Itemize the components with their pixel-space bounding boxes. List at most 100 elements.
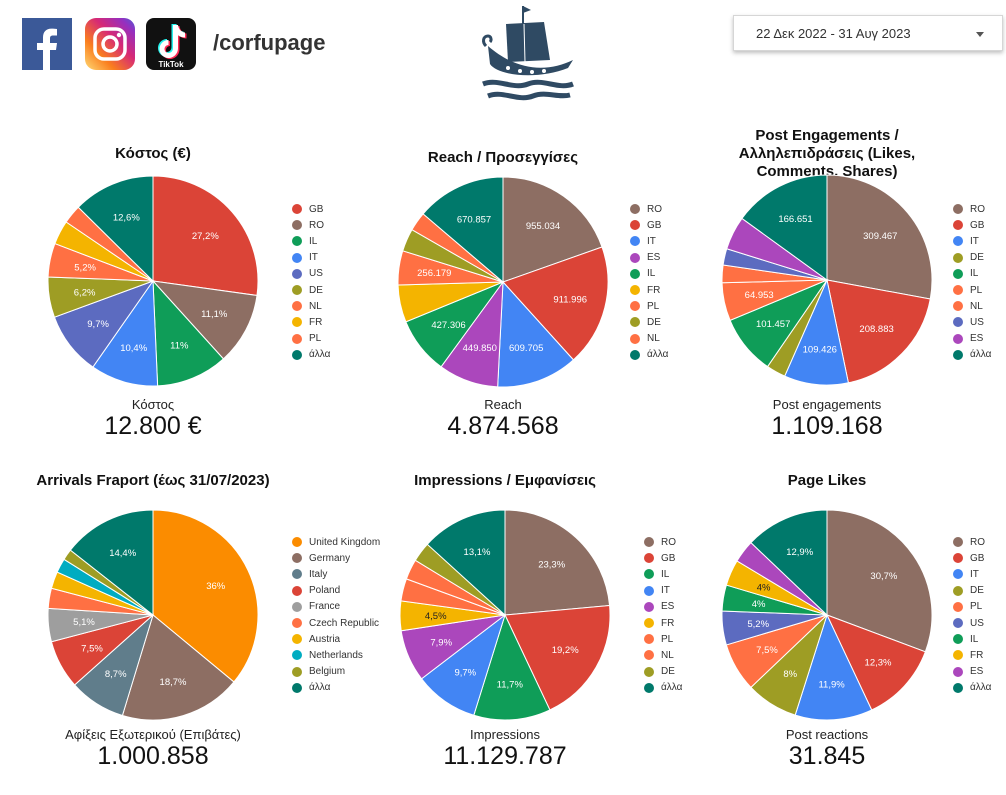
pie-chart[interactable]: 27,2% 11,1% 11% 10,4% 9,7% 6,2% 5,2% 12,6% — [0, 125, 330, 460]
page-handle[interactable]: /corfupage — [213, 30, 326, 55]
instagram-icon[interactable] — [85, 18, 135, 70]
pie-slice-gb[interactable] — [152, 175, 259, 297]
pie-slice-άλλα[interactable] — [426, 509, 506, 617]
legend-item[interactable]: Poland — [292, 583, 380, 599]
legend-item[interactable]: NL — [953, 298, 991, 314]
legend-item[interactable]: GB — [953, 217, 991, 233]
pie-chart[interactable]: 36% 18,7% 8,7% 7,5% 5,1% 14,4% — [28, 460, 358, 795]
legend-item[interactable]: ES — [630, 250, 668, 266]
pie-slice-gb[interactable] — [504, 604, 611, 711]
legend-item[interactable]: Czech Republic — [292, 615, 380, 631]
legend-item[interactable]: RO — [630, 201, 668, 217]
legend-label: PL — [647, 300, 660, 312]
legend-item[interactable]: DE — [953, 250, 991, 266]
legend-item[interactable]: RO — [953, 201, 991, 217]
legend-item[interactable]: IL — [630, 266, 668, 282]
legend-item[interactable]: PL — [292, 331, 330, 347]
legend-item[interactable]: NL — [292, 298, 330, 314]
legend-item[interactable]: RO — [644, 534, 682, 550]
legend-item[interactable]: άλλα — [630, 347, 668, 363]
legend-item[interactable]: GB — [292, 201, 330, 217]
pie-slice-it[interactable] — [92, 279, 159, 387]
legend-item[interactable]: DE — [953, 583, 991, 599]
pie-slice-gb[interactable] — [826, 279, 931, 384]
pie-chart[interactable]: 309.467 208.883 109.426 101.457 64.953 166.65… — [700, 125, 1006, 460]
legend-item[interactable]: Germany — [292, 550, 380, 566]
legend-item[interactable]: IT — [292, 250, 330, 266]
legend-item[interactable]: PL — [644, 631, 682, 647]
legend-item[interactable]: GB — [630, 217, 668, 233]
legend-item[interactable]: DE — [630, 314, 668, 330]
pie-slice-gb[interactable] — [826, 614, 926, 711]
legend-item[interactable]: GB — [644, 550, 682, 566]
pie-slice-il[interactable] — [473, 613, 551, 721]
legend-item[interactable]: PL — [953, 282, 991, 298]
legend-item[interactable]: IL — [644, 566, 682, 582]
legend-item[interactable]: DE — [292, 282, 330, 298]
pie-slice-ro[interactable] — [504, 509, 611, 616]
pie-chart[interactable]: 23,3% 19,2% 11,7% 9,7% 7,9% 4,5% 13,1% — [378, 460, 708, 795]
pie-slice-it[interactable] — [497, 280, 575, 388]
legend-item[interactable]: IL — [292, 233, 330, 249]
legend-item[interactable]: RO — [292, 217, 330, 233]
pie-slice-ro[interactable] — [151, 280, 258, 360]
pie-slice-it[interactable] — [794, 613, 873, 721]
dropdown-arrow-icon[interactable] — [976, 32, 984, 37]
legend-item[interactable]: IT — [644, 583, 682, 599]
legend-item[interactable]: Belgium — [292, 664, 380, 680]
pie-slice-άλλα[interactable] — [741, 174, 828, 281]
legend-item[interactable]: NL — [644, 647, 682, 663]
tiktok-icon[interactable]: TikTok — [146, 18, 196, 70]
pie-slice-άλλα[interactable] — [69, 509, 154, 617]
pie-slice-il[interactable] — [152, 279, 225, 387]
date-range-picker[interactable]: 22 Δεκ 2022 - 31 Αυγ 2023 — [733, 15, 1003, 51]
pie-slice-άλλα[interactable] — [77, 175, 154, 283]
legend-item[interactable]: PL — [630, 298, 668, 314]
facebook-icon[interactable] — [22, 18, 72, 70]
legend-item[interactable]: US — [292, 266, 330, 282]
legend-item[interactable]: Italy — [292, 566, 380, 582]
legend-item[interactable]: άλλα — [953, 347, 991, 363]
legend-item[interactable]: Austria — [292, 631, 380, 647]
slice-data-label: 6,2% — [74, 287, 96, 298]
legend-item[interactable]: IT — [953, 566, 991, 582]
legend-item[interactable]: NL — [630, 331, 668, 347]
pie-slice-άλλα[interactable] — [750, 509, 828, 617]
legend-item[interactable]: ES — [953, 331, 991, 347]
legend-item[interactable]: IL — [953, 266, 991, 282]
legend-item[interactable]: France — [292, 599, 380, 615]
slice-data-label: 427.306 — [431, 320, 465, 331]
pie-slice-gb[interactable] — [502, 246, 609, 361]
legend-item[interactable]: RO — [953, 534, 991, 550]
legend-item[interactable]: DE — [644, 664, 682, 680]
legend-item[interactable]: GB — [953, 550, 991, 566]
legend-label: FR — [970, 649, 984, 661]
pie-chart[interactable]: 955.034 911.996 609.705 449.850 427.306 256.1… — [378, 125, 708, 460]
pie-slice-united-kingdom[interactable] — [152, 509, 259, 683]
legend-item[interactable]: IT — [953, 233, 991, 249]
legend-item[interactable]: United Kingdom — [292, 534, 380, 550]
pie-chart[interactable]: 30,7% 12,3% 11,9% 8% 7,5% 5,2% 4% 4% 12,9% — [700, 460, 1006, 795]
legend-item[interactable]: FR — [644, 615, 682, 631]
legend-item[interactable]: άλλα — [644, 680, 682, 696]
legend-item[interactable]: US — [953, 314, 991, 330]
legend-item[interactable]: άλλα — [292, 680, 380, 696]
legend-item[interactable]: ES — [953, 664, 991, 680]
legend-item[interactable]: ES — [644, 599, 682, 615]
legend-item[interactable]: FR — [630, 282, 668, 298]
legend-item[interactable]: Netherlands — [292, 647, 380, 663]
legend-swatch — [953, 666, 963, 677]
legend-item[interactable]: άλλα — [292, 347, 330, 363]
pie-slice-ro[interactable] — [826, 174, 933, 300]
pie-slice-άλλα[interactable] — [422, 176, 504, 284]
legend-item[interactable]: IT — [630, 233, 668, 249]
legend-item[interactable]: άλλα — [953, 680, 991, 696]
pie-slice-ro[interactable] — [826, 509, 933, 653]
legend-item[interactable]: US — [953, 615, 991, 631]
legend-item[interactable]: PL — [953, 599, 991, 615]
legend-item[interactable]: FR — [292, 314, 330, 330]
legend-item[interactable]: FR — [953, 647, 991, 663]
legend-item[interactable]: IL — [953, 631, 991, 647]
legend-label: RO — [970, 203, 985, 215]
pie-slice-germany[interactable] — [121, 614, 235, 721]
